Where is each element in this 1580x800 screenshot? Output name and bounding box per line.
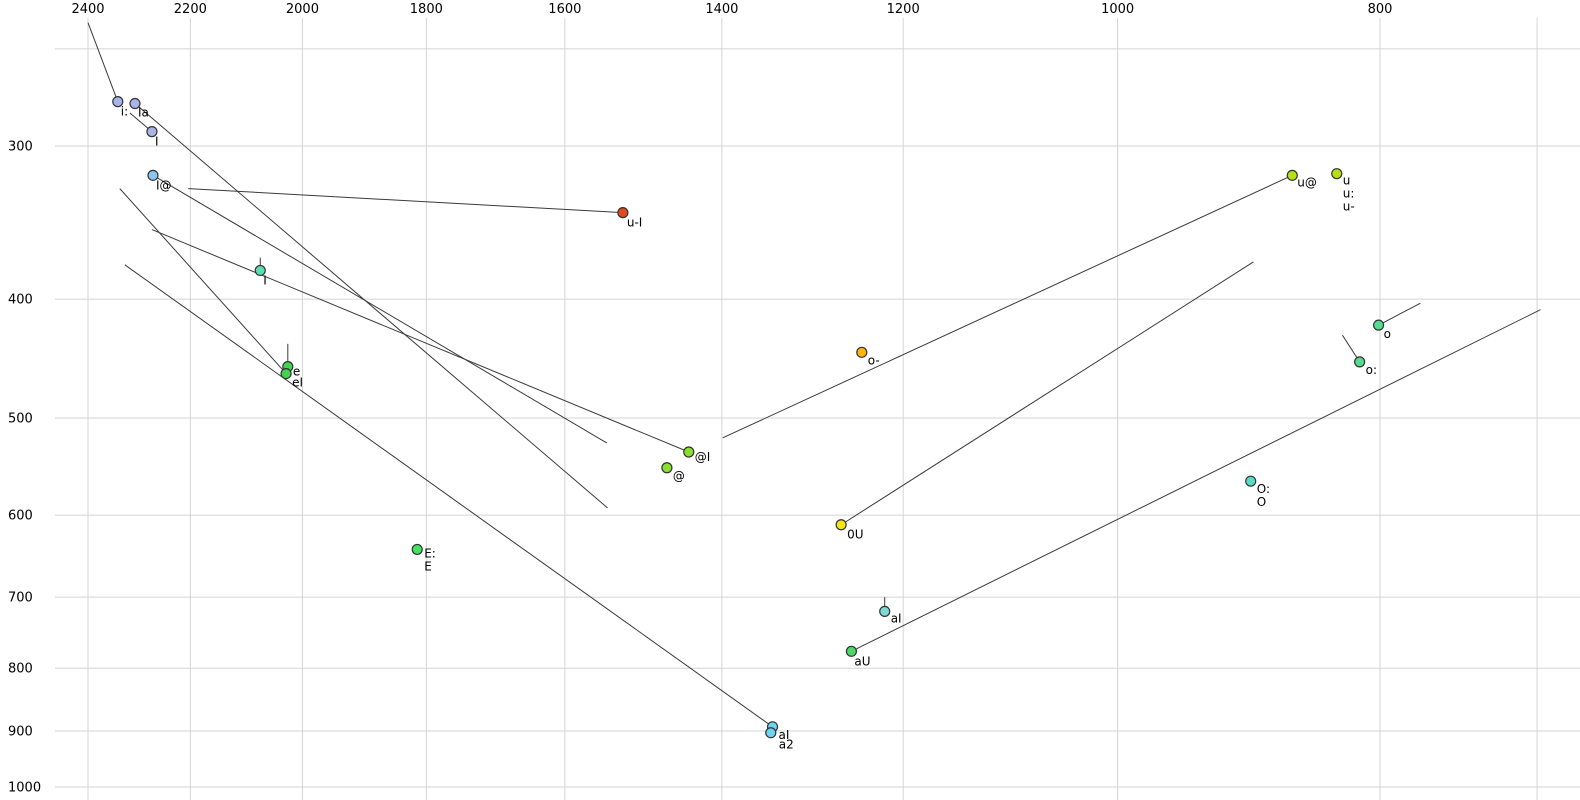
vowel-point bbox=[661, 462, 673, 474]
x-tick-label: 1600 bbox=[548, 2, 581, 17]
vowel-point bbox=[1372, 319, 1385, 331]
vowel-point bbox=[129, 97, 141, 110]
vowel-point bbox=[856, 346, 868, 358]
vowel-label: I@ bbox=[156, 178, 172, 192]
vowel-point bbox=[146, 126, 158, 138]
trajectory-line bbox=[722, 174, 1293, 439]
vowel-label: u@ bbox=[1297, 175, 1317, 189]
x-tick-label: 2400 bbox=[71, 2, 104, 17]
vowel-point bbox=[112, 96, 124, 108]
vowel-point bbox=[280, 367, 292, 380]
trajectory-line bbox=[152, 174, 608, 444]
x-tick-label: 1200 bbox=[887, 2, 920, 17]
vowel-label: @ bbox=[673, 469, 685, 483]
x-tick-label: 2000 bbox=[286, 2, 319, 17]
vowel-label: O: bbox=[1257, 482, 1270, 496]
vowel-label: I bbox=[263, 273, 267, 287]
vowel-label: eI bbox=[292, 376, 303, 390]
y-tick-label: 700 bbox=[8, 591, 33, 606]
trajectory-line bbox=[124, 264, 773, 728]
vowel-label: E bbox=[424, 559, 432, 573]
vowel-label: I bbox=[155, 135, 159, 149]
vowel-label: u bbox=[1343, 174, 1351, 188]
trajectory-line bbox=[1378, 302, 1421, 326]
vowel-label: o bbox=[1384, 327, 1391, 341]
vowel-label: o- bbox=[868, 353, 880, 367]
x-tick-label: 1800 bbox=[410, 2, 443, 17]
trajectory-line bbox=[119, 188, 287, 374]
trajectory-line bbox=[840, 261, 1254, 526]
vowel-point bbox=[879, 605, 891, 617]
y-tick-label: 600 bbox=[8, 509, 33, 524]
vowel-label: aI bbox=[779, 728, 790, 742]
vowel-point bbox=[1354, 356, 1366, 368]
vowel-label: O bbox=[1257, 495, 1266, 509]
vowel-point bbox=[1245, 475, 1257, 487]
vowel-label: @I bbox=[695, 450, 711, 464]
vowel-point bbox=[845, 645, 858, 657]
vowel-label: u- bbox=[1343, 200, 1355, 214]
x-tick-label: 2200 bbox=[174, 2, 207, 17]
vowel-label: u-I bbox=[627, 216, 642, 230]
y-tick-label: 500 bbox=[8, 411, 33, 426]
vowel-point bbox=[617, 207, 629, 219]
vowel-point bbox=[147, 169, 159, 181]
vowel-label: aU bbox=[854, 654, 870, 668]
vowel-label: e bbox=[293, 365, 300, 379]
x-tick-label: 1000 bbox=[1101, 2, 1134, 17]
vowel-label: E: bbox=[424, 546, 436, 560]
trajectory-line bbox=[188, 188, 623, 214]
vowel-point bbox=[1286, 169, 1298, 181]
trajectory-line bbox=[851, 309, 1541, 652]
y-tick-label: 400 bbox=[8, 293, 33, 308]
y-tick-label: 1000 bbox=[8, 781, 41, 796]
vowel-label: 0U bbox=[847, 528, 863, 542]
vowel-point bbox=[765, 727, 777, 739]
vowel-label: u: bbox=[1343, 187, 1355, 201]
vowel-point bbox=[411, 543, 423, 556]
trajectory-line bbox=[87, 22, 119, 102]
y-tick-label: 300 bbox=[8, 140, 33, 155]
vowel-label: i: bbox=[121, 105, 128, 119]
x-tick-label: 800 bbox=[1368, 2, 1393, 17]
vowel-point bbox=[835, 519, 847, 531]
vowel-label: aI bbox=[891, 611, 902, 625]
x-tick-label: 1400 bbox=[705, 2, 738, 17]
vowel-point bbox=[683, 446, 695, 458]
vowel-point bbox=[254, 264, 266, 277]
trajectory-line bbox=[151, 229, 689, 453]
vowel-label: a2 bbox=[779, 738, 794, 752]
vowel-label: o: bbox=[1366, 363, 1377, 377]
vowel-label: Ia bbox=[138, 106, 149, 120]
vowel-point bbox=[1331, 168, 1343, 180]
y-tick-label: 800 bbox=[8, 662, 33, 677]
trajectory-line bbox=[134, 103, 608, 509]
y-tick-label: 900 bbox=[8, 724, 33, 739]
